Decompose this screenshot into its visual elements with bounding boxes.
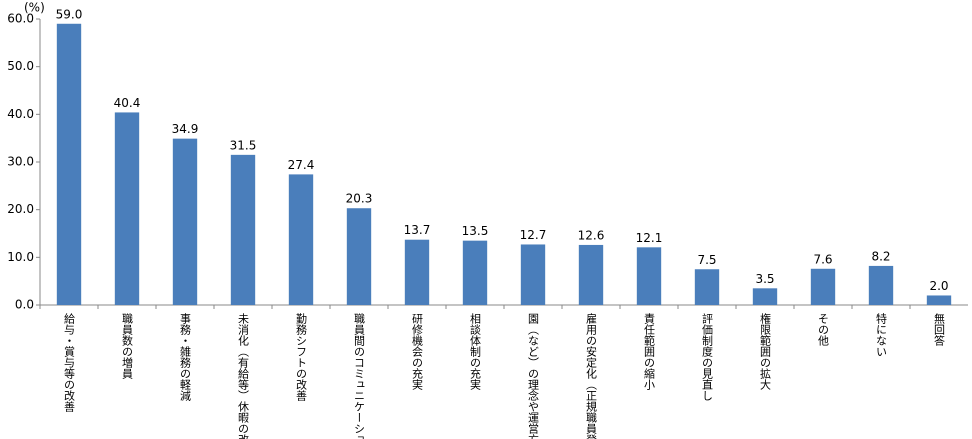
value-label: 31.5: [230, 138, 257, 152]
y-tick-label: 50.0: [7, 59, 34, 73]
y-tick-label: 0.0: [15, 298, 34, 312]
y-tick-label: 20.0: [7, 202, 34, 216]
x-tick-label: 研修機会の充実: [411, 313, 424, 391]
x-tick-label: 雇用の安定化（正規職員登用: [585, 312, 598, 439]
x-tick-label: 園（など）の理念や運営方針: [527, 313, 540, 439]
x-tick-label: 特にない: [875, 312, 888, 357]
value-label: 13.5: [462, 224, 489, 238]
bar: [288, 174, 314, 305]
unit-label: (%): [24, 1, 45, 15]
bar: [114, 112, 140, 305]
bar: [172, 138, 198, 305]
x-tick-label: 相談体制の充実: [469, 313, 482, 391]
x-tick-label: 責任範囲の縮小: [643, 312, 656, 391]
x-tick-label: 事務・雑務の軽減: [179, 313, 192, 402]
value-label: 34.9: [172, 122, 199, 136]
y-tick-label: 40.0: [7, 107, 34, 121]
bar: [694, 269, 720, 305]
value-label: 12.7: [520, 228, 547, 242]
value-label: 2.0: [929, 279, 948, 293]
x-tick-label: その他: [817, 313, 830, 346]
value-label: 59.0: [56, 7, 83, 21]
value-label: 8.2: [871, 249, 890, 263]
bar: [578, 244, 604, 305]
bar: [868, 265, 894, 305]
y-tick-label: 60.0: [7, 12, 34, 26]
bar: [346, 208, 372, 305]
x-tick-label: 未消化（有給等）休暇の改善: [237, 313, 250, 439]
y-tick-label: 30.0: [7, 155, 34, 169]
x-tick-label: 評価制度の見直し: [701, 312, 714, 401]
value-label: 7.5: [697, 253, 716, 267]
value-label: 12.1: [636, 231, 663, 245]
x-tick-label: 職員間のコミュニケーション: [353, 313, 366, 439]
x-tick-label: 勤務シフトの改善: [295, 313, 308, 402]
bar: [230, 154, 256, 305]
x-tick-label: 給与・賞与等の改善: [63, 312, 76, 413]
value-label: 20.3: [346, 192, 373, 206]
value-label: 40.4: [114, 96, 141, 110]
bar: [520, 244, 546, 305]
bar: [56, 23, 82, 306]
value-label: 13.7: [404, 223, 431, 237]
y-tick-label: 10.0: [7, 250, 34, 264]
x-tick-label: 無回答: [933, 312, 946, 347]
value-label: 12.6: [578, 228, 605, 242]
x-tick-label: 権限範囲の拡大: [759, 312, 772, 390]
value-label: 27.4: [288, 158, 315, 172]
bar: [636, 247, 662, 305]
bar: [462, 240, 488, 305]
value-label: 7.6: [813, 252, 832, 266]
bar: [404, 239, 430, 305]
value-label: 3.5: [755, 272, 774, 286]
bar: [926, 295, 952, 305]
x-tick-label: 職員数の増員: [121, 313, 134, 380]
bar: [810, 268, 836, 305]
bar: [752, 288, 778, 305]
